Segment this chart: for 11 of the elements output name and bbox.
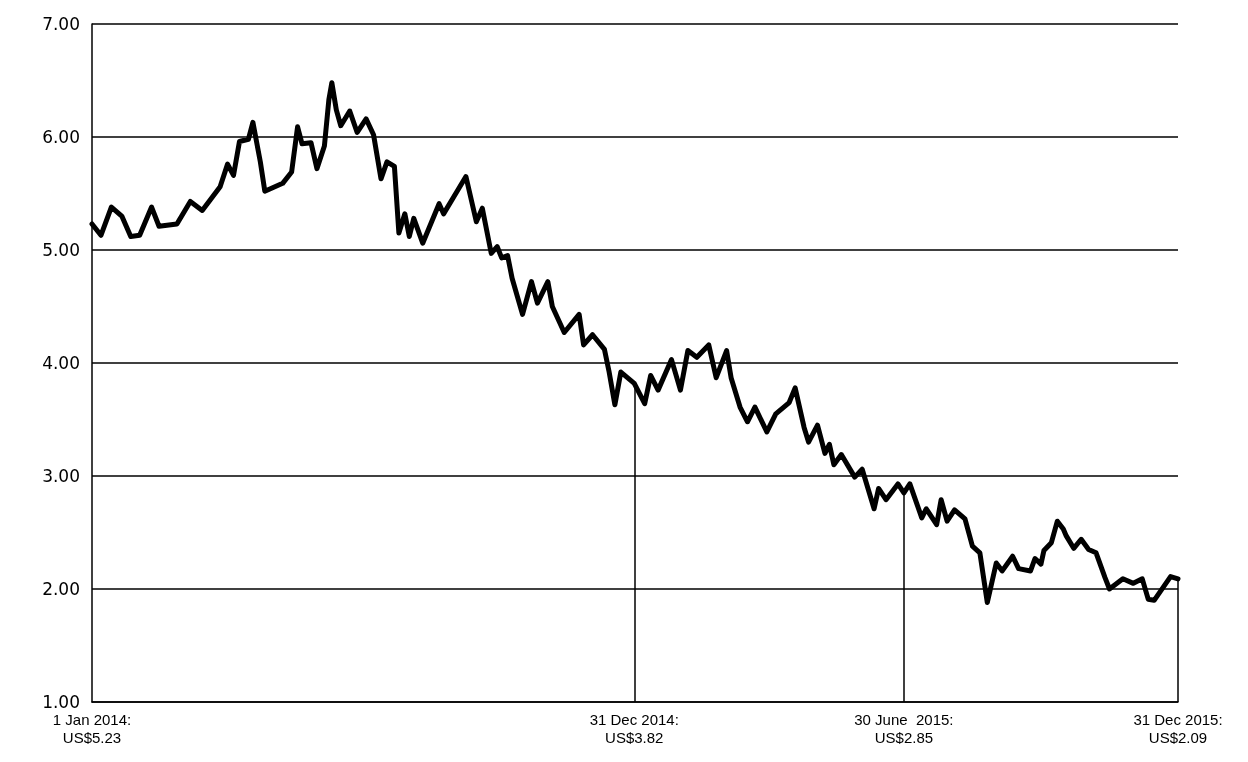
x-tick-label: 30 June 2015: US$2.85: [854, 710, 954, 746]
x-tick-label: 31 Dec 2015: US$2.09: [1133, 710, 1223, 746]
y-tick-label: 5.00: [42, 240, 80, 260]
y-tick-label: 7.00: [42, 14, 80, 34]
y-tick-label: 4.00: [42, 353, 80, 373]
y-tick-label: 6.00: [42, 127, 80, 147]
y-tick-label: 2.00: [42, 579, 80, 599]
x-tick-label: 1 Jan 2014: US$5.23: [52, 710, 132, 746]
y-tick-label: 3.00: [42, 466, 80, 486]
x-tick-label: 31 Dec 2014: US$3.82: [589, 710, 679, 746]
y-tick-label: 1.00: [42, 692, 80, 712]
